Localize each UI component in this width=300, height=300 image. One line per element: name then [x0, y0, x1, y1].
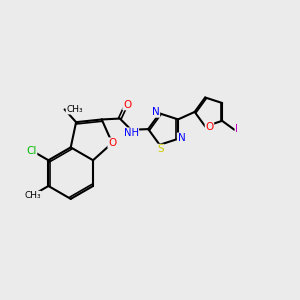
- Text: O: O: [205, 122, 214, 132]
- Text: NH: NH: [124, 128, 139, 138]
- Text: Cl: Cl: [26, 146, 37, 156]
- Text: N: N: [152, 107, 160, 117]
- Text: S: S: [157, 144, 164, 154]
- Text: I: I: [235, 124, 238, 134]
- Text: CH₃: CH₃: [66, 105, 83, 114]
- Text: O: O: [123, 100, 131, 110]
- Text: N: N: [178, 133, 185, 143]
- Text: CH₃: CH₃: [24, 191, 41, 200]
- Text: O: O: [108, 138, 116, 148]
